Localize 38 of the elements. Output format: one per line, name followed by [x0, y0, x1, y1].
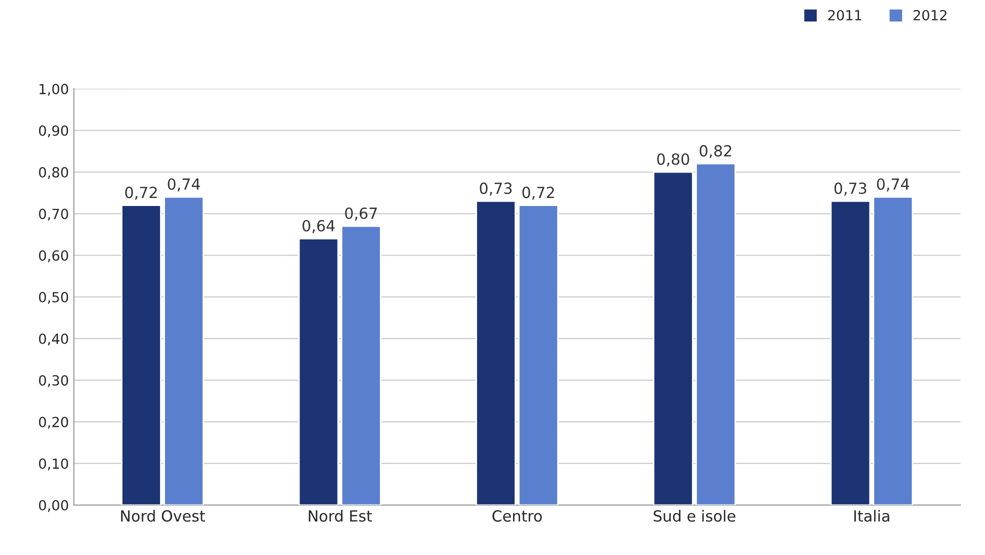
y-tick-label: 0,40	[39, 334, 68, 346]
x-tick-label: Sud e isole	[654, 510, 736, 522]
y-tick-label: 1,00	[40, 84, 68, 96]
legend-label: 2012	[914, 10, 946, 20]
bar	[652, 171, 694, 506]
data-label: 0,74	[877, 178, 910, 192]
x-tick-label: Centro	[492, 510, 542, 522]
data-label: 0,72	[522, 186, 554, 200]
y-tick-label: 0,50	[39, 292, 68, 304]
bar	[340, 225, 382, 506]
x-tick-label: Nord Est	[308, 510, 372, 522]
data-label: 0,67	[345, 207, 377, 221]
y-tick-label: 0,00	[39, 500, 68, 512]
data-label: 0,72	[125, 186, 157, 200]
y-tick-label: 0,80	[39, 167, 68, 179]
data-label: 0,74	[168, 178, 200, 192]
legend-label: 2011	[828, 10, 862, 20]
data-label: 0,73	[834, 182, 866, 196]
data-label: 0,80	[657, 153, 690, 166]
bar	[518, 204, 559, 506]
y-tick-label: 0,30	[39, 375, 68, 388]
bar	[298, 238, 339, 506]
y-tick-label: 0,20	[39, 416, 68, 429]
bar	[872, 196, 914, 506]
x-tick-label: Italia	[854, 510, 890, 522]
x-tick-label: Nord Ovest	[121, 510, 206, 522]
y-tick-label: 0,70	[39, 208, 68, 221]
bar	[121, 204, 162, 506]
bar	[164, 196, 204, 506]
data-label: 0,64	[302, 220, 335, 234]
y-tick-label: 0,90	[39, 125, 68, 138]
bar	[830, 200, 871, 506]
data-label: 0,82	[700, 145, 732, 158]
y-tick-label: 0,10	[39, 458, 68, 470]
bar	[476, 200, 516, 506]
y-tick-label: 0,60	[39, 250, 68, 262]
bar	[696, 163, 736, 506]
data-label: 0,73	[480, 182, 512, 196]
